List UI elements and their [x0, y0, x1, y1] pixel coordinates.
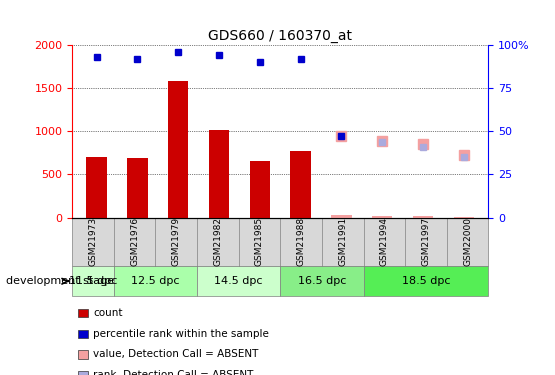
Bar	[372, 216, 392, 217]
Bar	[250, 161, 270, 218]
Text: value, Detection Call = ABSENT: value, Detection Call = ABSENT	[93, 350, 259, 359]
Text: percentile rank within the sample: percentile rank within the sample	[93, 329, 269, 339]
Bar	[72, 266, 114, 296]
Bar	[331, 215, 352, 217]
Bar	[209, 130, 229, 218]
Text: GSM22000: GSM22000	[463, 217, 472, 266]
Text: 11.5 dpc: 11.5 dpc	[69, 276, 117, 286]
Bar	[87, 157, 107, 218]
Text: 14.5 dpc: 14.5 dpc	[214, 276, 263, 286]
Text: GSM21994: GSM21994	[380, 217, 389, 266]
Text: development stage: development stage	[6, 276, 114, 286]
Text: 16.5 dpc: 16.5 dpc	[297, 276, 346, 286]
Text: 12.5 dpc: 12.5 dpc	[131, 276, 180, 286]
Text: GSM21979: GSM21979	[171, 217, 181, 266]
Bar	[78, 330, 88, 338]
Bar	[78, 350, 88, 358]
Bar	[413, 216, 433, 217]
Text: rank, Detection Call = ABSENT: rank, Detection Call = ABSENT	[93, 370, 254, 375]
Text: GSM21973: GSM21973	[88, 217, 98, 266]
Bar	[197, 266, 280, 296]
Bar	[280, 266, 364, 296]
Bar	[364, 266, 488, 296]
Text: GSM21988: GSM21988	[296, 217, 306, 266]
Text: GSM21976: GSM21976	[130, 217, 139, 266]
Bar	[114, 266, 197, 296]
Text: 18.5 dpc: 18.5 dpc	[402, 276, 450, 286]
Bar	[127, 158, 148, 218]
Text: GSM21982: GSM21982	[213, 217, 223, 266]
Title: GDS660 / 160370_at: GDS660 / 160370_at	[208, 28, 352, 43]
Bar	[168, 81, 189, 218]
Text: count: count	[93, 308, 123, 318]
Bar	[72, 217, 488, 266]
Bar	[290, 151, 311, 217]
Text: GSM21985: GSM21985	[255, 217, 264, 266]
Bar	[78, 309, 88, 317]
Bar	[78, 371, 88, 375]
Text: GSM21991: GSM21991	[338, 217, 347, 266]
Text: GSM21997: GSM21997	[421, 217, 431, 266]
